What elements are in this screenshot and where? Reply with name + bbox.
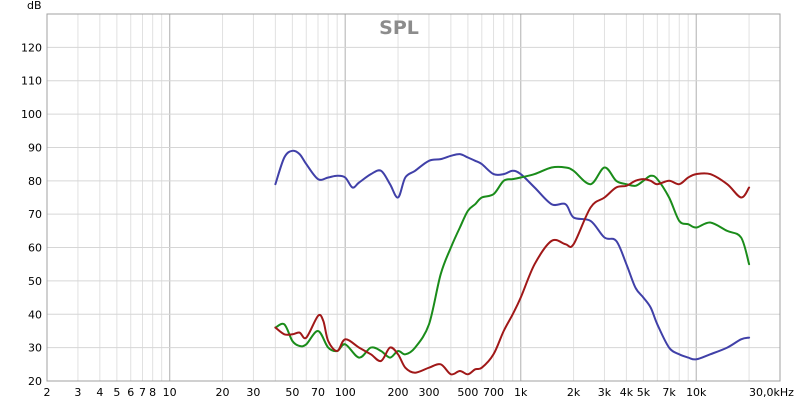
- y-tick-label: 90: [28, 141, 42, 154]
- x-tick-label: 300: [418, 386, 439, 399]
- x-tick-label: 7: [139, 386, 146, 399]
- x-tick-label: 1k: [514, 386, 528, 399]
- x-tick-label: 2: [44, 386, 51, 399]
- plot-frame: [46, 13, 781, 382]
- minor-grid: [46, 14, 781, 381]
- x-tick-label: 2k: [567, 386, 581, 399]
- x-tick-label: 50: [285, 386, 299, 399]
- y-tick-label: 60: [28, 242, 42, 255]
- y-tick-label: 110: [21, 75, 42, 88]
- y-axis-unit: dB: [27, 0, 42, 12]
- series-layer: [274, 149, 751, 376]
- y-tick-label: 70: [28, 208, 42, 221]
- y-tick-label: 20: [28, 375, 42, 388]
- x-tick-label: 3k: [598, 386, 612, 399]
- x-tick-label: 100: [335, 386, 356, 399]
- x-tick-label: 8: [149, 386, 156, 399]
- y-axis-ticks: 20 30 40 50 60 70 80 90 100 110 120: [21, 41, 42, 388]
- chart-title: SPL: [379, 17, 419, 39]
- x-tick-label: 5k: [637, 386, 651, 399]
- x-tick-label: 4: [96, 386, 103, 399]
- x-tick-label: 6: [127, 386, 134, 399]
- y-tick-label: 50: [28, 275, 42, 288]
- x-tick-label: 70: [311, 386, 325, 399]
- x-tick-label: 7k: [662, 386, 676, 399]
- y-tick-label: 40: [28, 308, 42, 321]
- y-tick-label: 100: [21, 108, 42, 121]
- x-tick-label: 500: [457, 386, 478, 399]
- x-tick-label: 10: [163, 386, 177, 399]
- x-tick-label: 5: [113, 386, 120, 399]
- y-tick-label: 30: [28, 342, 42, 355]
- x-tick-label: 700: [483, 386, 504, 399]
- x-tick-label: 30: [246, 386, 260, 399]
- x-axis-ticks: 2 3 4 5 6 7 8 10 20 30 50 70 100 200 300 500 700 1k 2k 3k 4k…: [44, 386, 708, 399]
- series-line-3: [274, 172, 751, 376]
- x-tick-label: 200: [388, 386, 409, 399]
- series-line-1: [274, 149, 751, 361]
- x-tick-label: 4k: [620, 386, 634, 399]
- x-tick-label: 20: [216, 386, 230, 399]
- y-tick-label: 120: [21, 41, 42, 54]
- x-axis-end-label: 30,0kHz: [749, 386, 794, 399]
- x-tick-label: 10k: [686, 386, 707, 399]
- x-tick-label: 3: [74, 386, 81, 399]
- y-tick-label: 80: [28, 175, 42, 188]
